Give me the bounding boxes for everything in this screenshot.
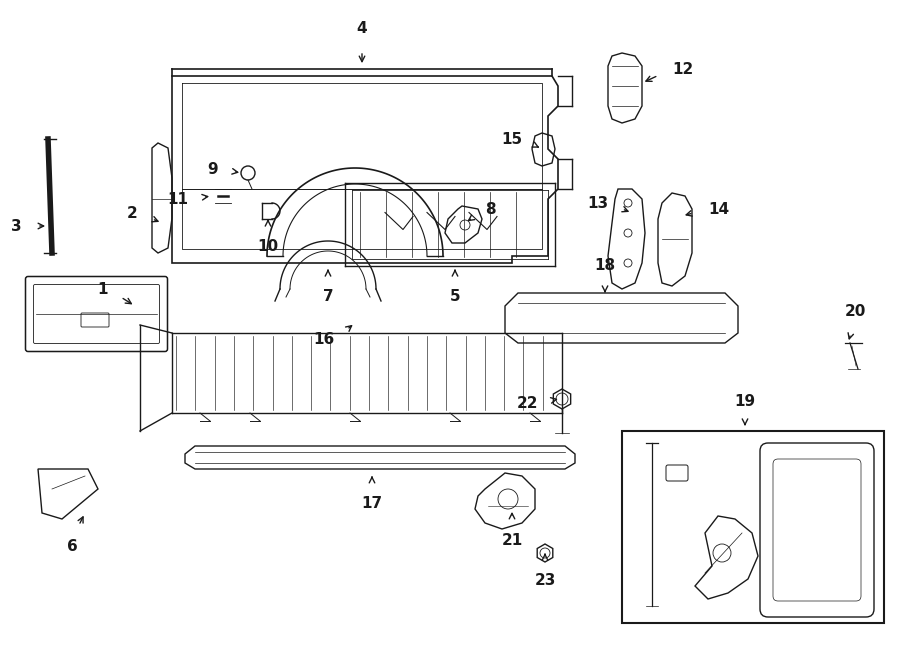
Text: 8: 8 [485,202,496,217]
Text: 23: 23 [535,573,555,588]
Text: 9: 9 [207,161,218,176]
Text: 22: 22 [517,395,538,410]
Text: 6: 6 [67,539,77,554]
Text: 20: 20 [844,304,866,319]
Text: 4: 4 [356,21,367,36]
Text: 17: 17 [362,496,382,511]
Text: 2: 2 [127,206,138,221]
Text: 7: 7 [323,289,333,304]
Text: 16: 16 [314,332,335,346]
Text: 3: 3 [12,219,22,233]
Text: 18: 18 [594,258,616,273]
Text: 15: 15 [501,132,522,147]
Text: 19: 19 [734,394,756,409]
Text: 1: 1 [97,282,108,297]
Text: 13: 13 [587,196,608,210]
Text: 5: 5 [450,289,460,304]
Text: 14: 14 [708,202,729,217]
Text: 11: 11 [167,192,188,206]
Text: 21: 21 [501,533,523,548]
Text: 12: 12 [672,61,693,77]
Text: 10: 10 [257,239,279,254]
